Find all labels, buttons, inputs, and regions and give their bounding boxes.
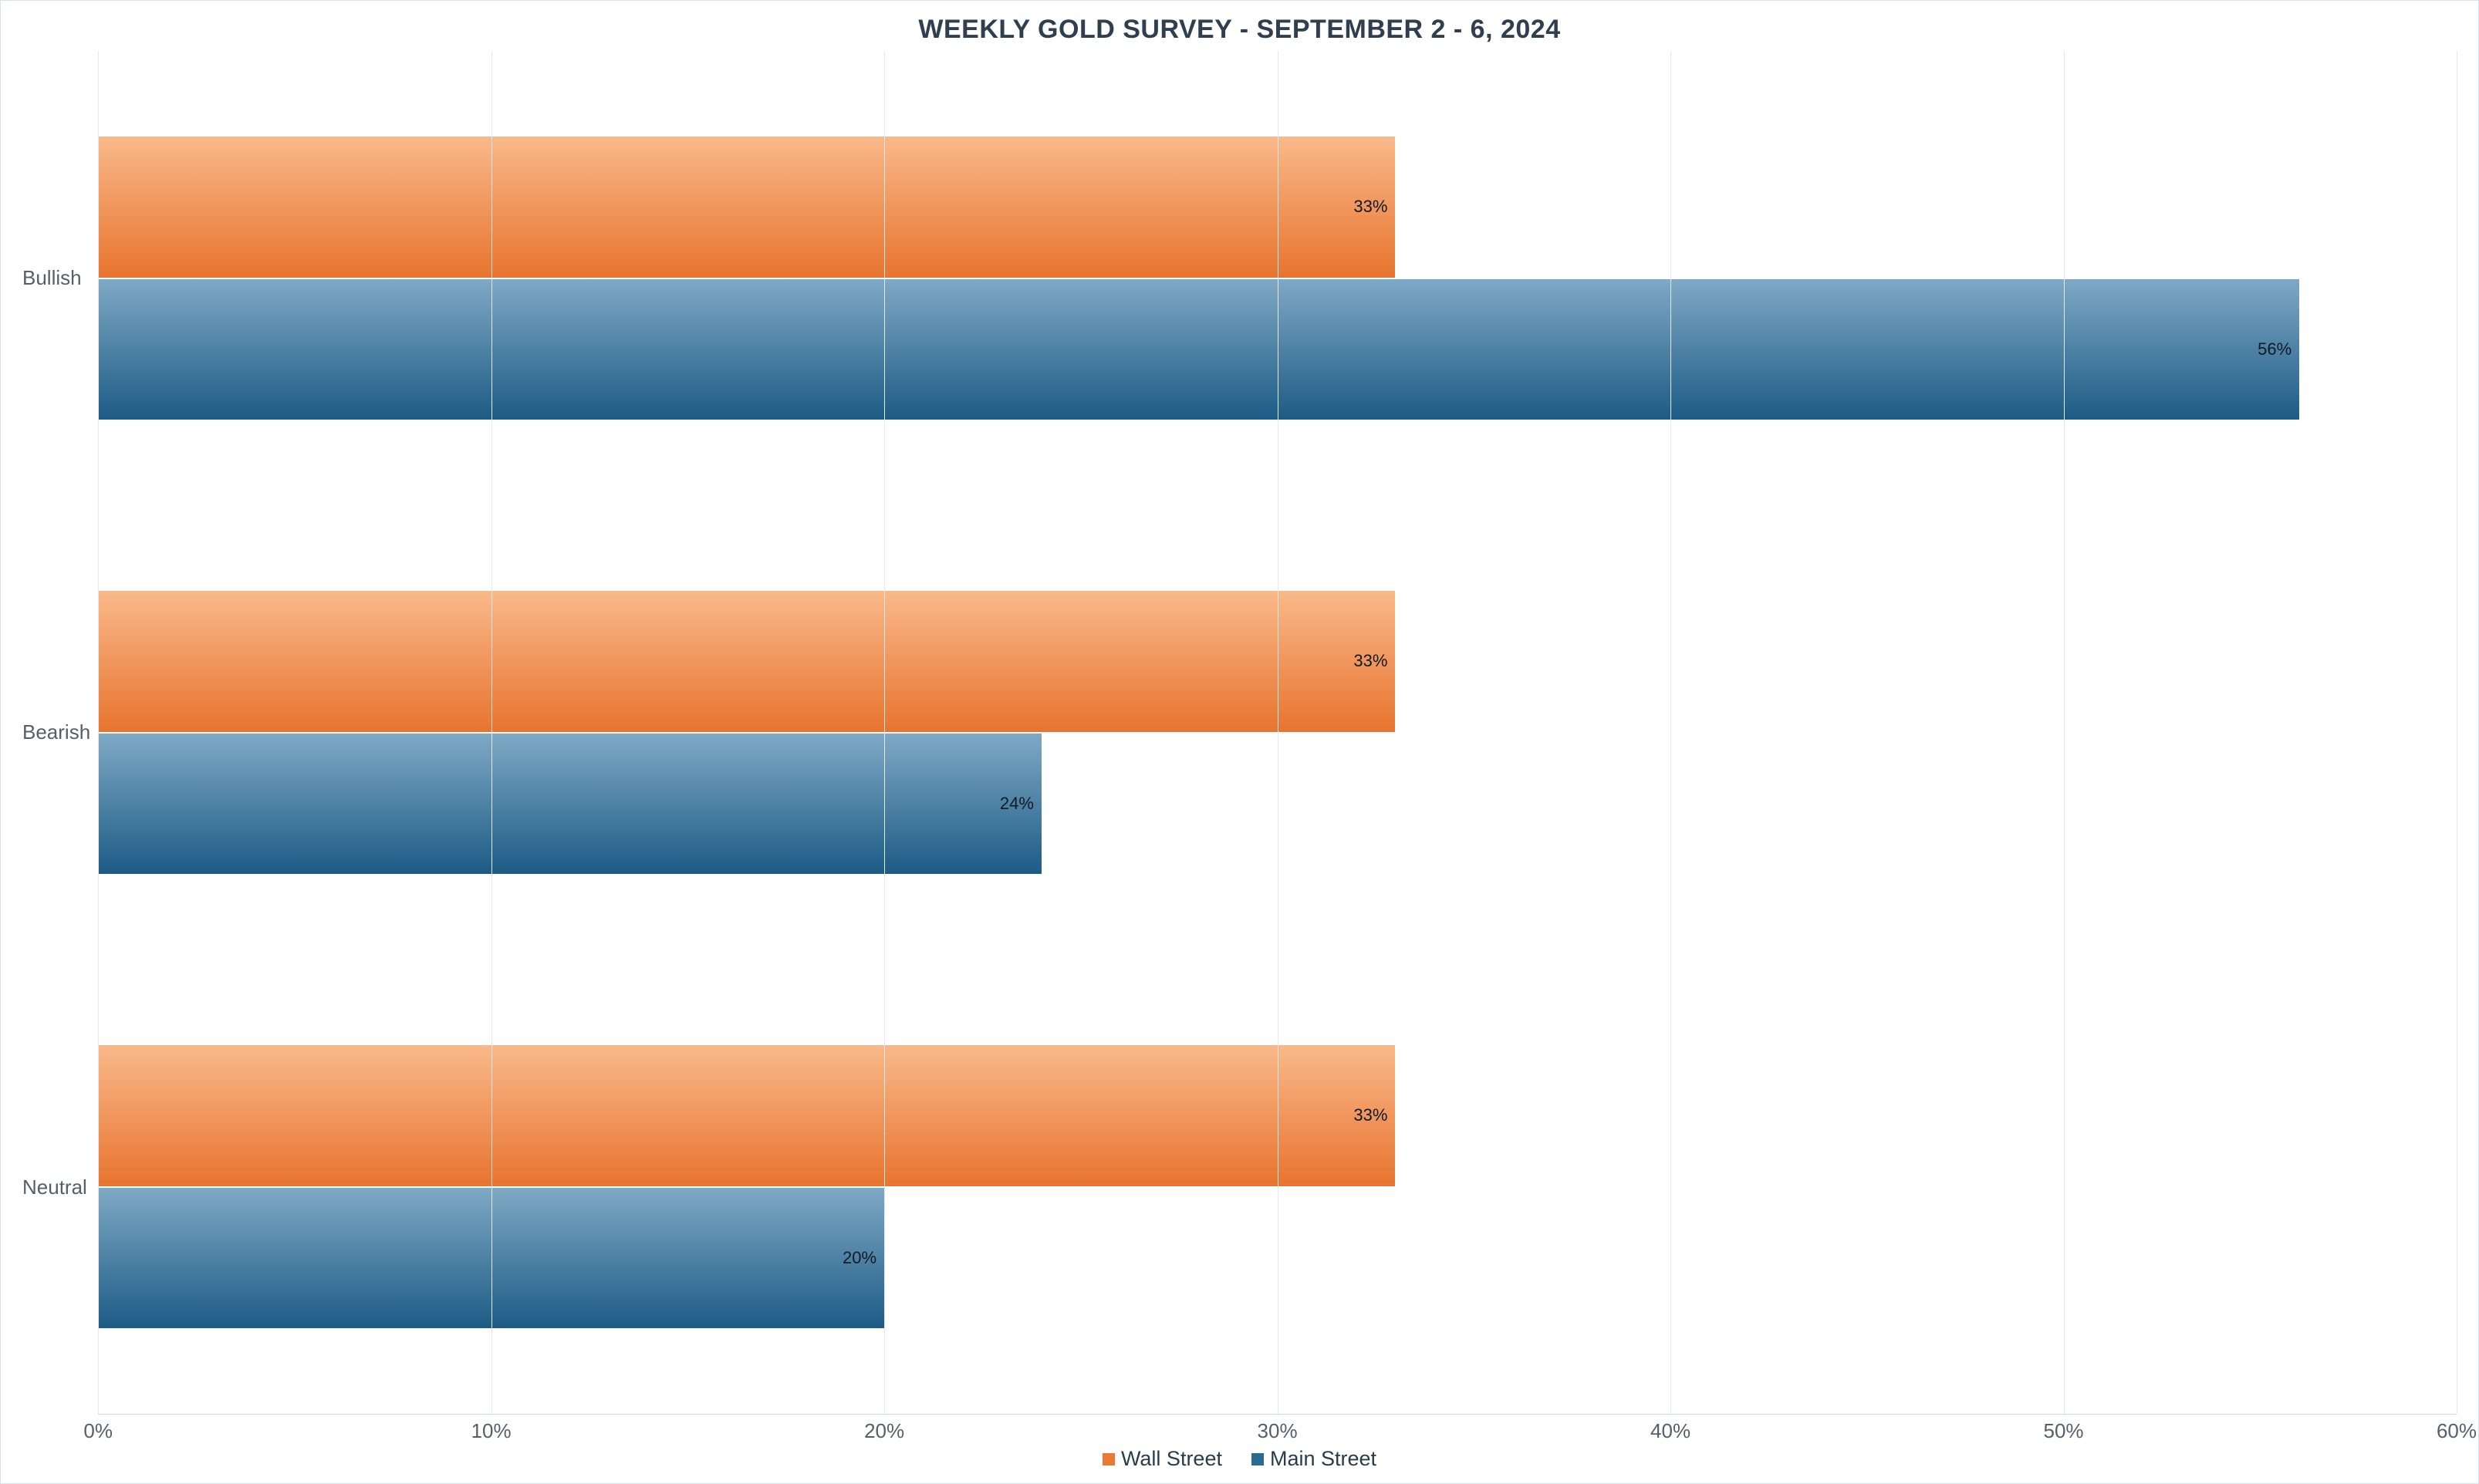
bar-value-label: 20%: [843, 1248, 876, 1268]
plot-wrap: BullishBearishNeutral 33% 56% 33% 24% 33% 20%: [22, 51, 2457, 1415]
gridline: [491, 51, 492, 1414]
bar: 24%: [98, 734, 1042, 875]
bar-value-label: 33%: [1353, 651, 1387, 671]
y-axis-label: Bearish: [22, 505, 90, 960]
gridline: [2064, 51, 2065, 1414]
y-axis-labels: BullishBearishNeutral: [22, 51, 98, 1415]
x-axis-tick: 40%: [1650, 1419, 1690, 1443]
x-axis-tick: 20%: [864, 1419, 904, 1443]
legend-swatch: [1103, 1453, 1115, 1465]
legend-label: Wall Street: [1121, 1447, 1222, 1471]
x-axis-row: 0%10%20%30%40%50%60%: [22, 1415, 2457, 1442]
bar: 33%: [98, 591, 1395, 732]
x-axis-inner: 0%10%20%30%40%50%60%: [98, 1415, 2457, 1442]
bar-value-label: 33%: [1353, 197, 1387, 217]
x-axis: 0%10%20%30%40%50%60%: [98, 1415, 2457, 1442]
bar: 56%: [98, 279, 2299, 420]
bar: 33%: [98, 137, 1395, 278]
legend-item: Wall Street: [1103, 1447, 1222, 1471]
chart-frame: WEEKLY GOLD SURVEY - SEPTEMBER 2 - 6, 20…: [0, 0, 2479, 1484]
y-axis-label: Neutral: [22, 960, 90, 1415]
gridline: [884, 51, 885, 1414]
bar-value-label: 33%: [1353, 1105, 1387, 1125]
plot-area: 33% 56% 33% 24% 33% 20%: [98, 51, 2457, 1415]
legend-swatch: [1251, 1453, 1264, 1465]
gridline: [98, 51, 99, 1414]
legend-item: Main Street: [1251, 1447, 1376, 1471]
x-axis-tick: 10%: [471, 1419, 512, 1443]
bar: 33%: [98, 1045, 1395, 1186]
x-axis-tick: 60%: [2437, 1419, 2477, 1443]
x-axis-tick: 0%: [83, 1419, 113, 1443]
bar-value-label: 56%: [2258, 339, 2292, 359]
gridline: [1670, 51, 1671, 1414]
x-axis-tick: 50%: [2043, 1419, 2083, 1443]
bar-value-label: 24%: [1000, 794, 1034, 814]
y-axis-label: Bullish: [22, 51, 90, 505]
legend-label: Main Street: [1270, 1447, 1376, 1471]
x-axis-tick: 30%: [1258, 1419, 1298, 1443]
legend: Wall Street Main Street: [22, 1442, 2457, 1476]
chart-title: WEEKLY GOLD SURVEY - SEPTEMBER 2 - 6, 20…: [22, 15, 2457, 45]
